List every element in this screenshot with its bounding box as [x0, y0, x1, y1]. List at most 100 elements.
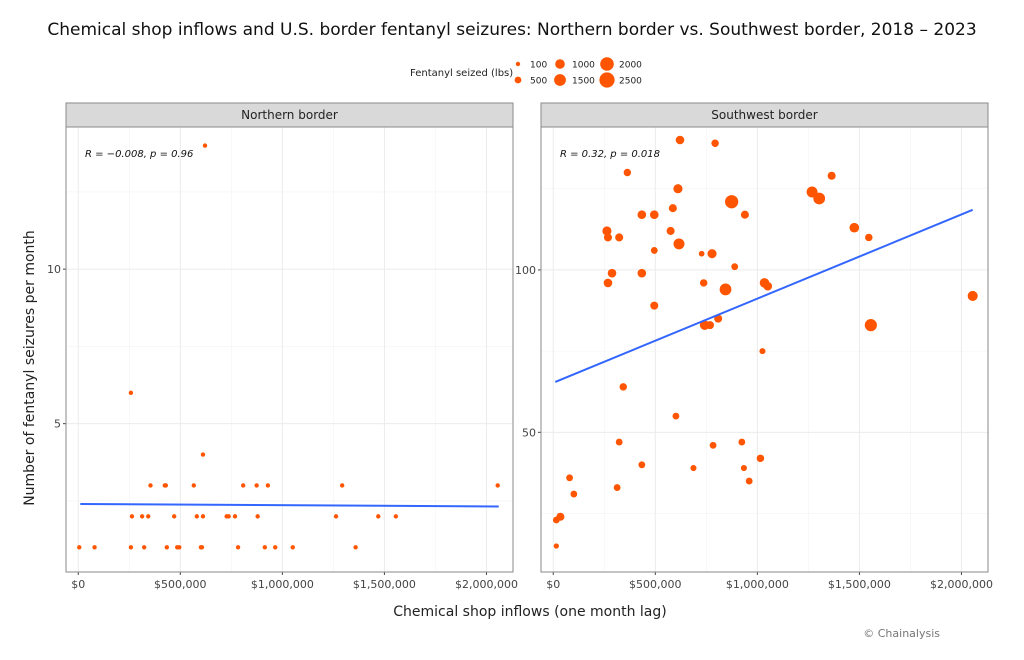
- legend-key-2000: [600, 57, 614, 71]
- southwest-point: [675, 135, 685, 145]
- northern-trend-line: [80, 503, 499, 508]
- northern-point: [254, 483, 259, 488]
- southwest-point: [570, 490, 578, 498]
- legend-keys: 100 500 1000 1500 2000 2500: [514, 57, 642, 88]
- northern-point: [191, 483, 196, 488]
- northern-point: [353, 545, 358, 550]
- northern-x-tick-label: $0: [71, 578, 85, 591]
- southwest-point: [725, 195, 739, 209]
- legend-key-100: [515, 61, 521, 67]
- legend-key-1500: [554, 74, 566, 86]
- y-axis-label: Number of fentanyl seizures per month: [22, 230, 38, 506]
- northern-point: [146, 514, 151, 519]
- southwest-point: [711, 139, 719, 147]
- southwest-point: [603, 233, 612, 242]
- southwest-point: [638, 461, 646, 469]
- southwest-x-tick-label: $2,000,000: [930, 578, 993, 591]
- southwest-point: [738, 438, 746, 446]
- legend-key-2500: [599, 72, 615, 88]
- southwest-trend-line: [554, 208, 974, 383]
- southwest-point: [698, 250, 705, 257]
- southwest-point: [865, 233, 873, 242]
- southwest-point: [705, 321, 715, 330]
- southwest-point: [849, 222, 860, 233]
- legend-title: Fentanyl seized (lbs): [410, 68, 514, 79]
- legend-label-500: 500: [530, 77, 547, 87]
- southwest-point: [649, 210, 659, 219]
- southwest-panel-border: [540, 126, 989, 573]
- northern-point: [177, 545, 182, 550]
- northern-point: [92, 545, 97, 550]
- southwest-x-tick-label: $0: [546, 578, 560, 591]
- chart-title: Chemical shop inflows and U.S. border fe…: [47, 20, 977, 40]
- southwest-point: [607, 268, 617, 278]
- southwest-strip: [540, 102, 989, 128]
- northern-point: [163, 483, 169, 488]
- southwest-point: [650, 247, 658, 254]
- northern-point: [77, 545, 82, 550]
- southwest-point: [740, 210, 749, 219]
- northern-correlation-annotation: R = −0.008, p = 0.96: [85, 149, 193, 160]
- northern-point: [128, 390, 134, 395]
- southwest-x-tick-label: $1,000,000: [726, 578, 789, 591]
- northern-point: [128, 545, 134, 550]
- southwest-point: [668, 204, 677, 213]
- northern-point: [202, 143, 208, 148]
- southwest-x-tick-label: $1,500,000: [828, 578, 891, 591]
- southwest-point: [699, 279, 708, 287]
- southwest-point: [615, 438, 623, 446]
- southwest-point: [553, 543, 559, 549]
- legend-key-500: [514, 76, 522, 84]
- northern-point: [200, 452, 206, 457]
- northern-strip-label: Northern border: [241, 108, 338, 122]
- northern-point: [141, 545, 147, 550]
- northern-point: [129, 514, 135, 519]
- southwest-point: [756, 454, 765, 463]
- northern-point: [200, 514, 206, 519]
- northern-point: [199, 545, 205, 550]
- southwest-point: [690, 465, 697, 472]
- credit-text: © Chainalysis: [863, 627, 940, 640]
- northern-y-tick-label: 5: [54, 418, 61, 431]
- southwest-point: [673, 238, 685, 250]
- northern-point: [495, 483, 500, 488]
- southwest-point: [864, 319, 877, 332]
- northern-strip: [65, 102, 514, 128]
- northern-point: [235, 545, 241, 550]
- northern-point: [148, 483, 153, 488]
- southwest-point: [552, 516, 560, 524]
- southwest-y-tick-label: 50: [522, 426, 536, 439]
- southwest-point: [566, 474, 573, 482]
- northern-point: [139, 514, 145, 519]
- northern-point: [194, 514, 200, 519]
- northern-point: [240, 483, 246, 488]
- x-axis-label: Chemical shop inflows (one month lag): [393, 604, 667, 620]
- southwest-point: [637, 210, 647, 219]
- southwest-point: [650, 301, 659, 310]
- northern-x-tick-label: $1,000,000: [251, 578, 314, 591]
- northern-panel-bg: [66, 127, 513, 572]
- northern-point: [265, 483, 271, 488]
- southwest-point: [763, 281, 773, 291]
- northern-point: [232, 514, 238, 519]
- southwest-point: [672, 412, 680, 420]
- northern-panel-border: [65, 126, 514, 573]
- northern-x-tick-label: $1,500,000: [353, 578, 416, 591]
- legend-label-2000: 2000: [619, 61, 642, 71]
- southwest-point: [637, 268, 647, 278]
- southwest-point: [619, 383, 627, 391]
- southwest-point: [673, 184, 683, 194]
- southwest-point: [719, 283, 732, 296]
- southwest-y-tick-label: 100: [515, 264, 536, 277]
- southwest-point: [759, 348, 766, 355]
- legend-label-1500: 1500: [572, 77, 595, 87]
- southwest-point: [603, 278, 613, 288]
- southwest-strip-label: Southwest border: [711, 108, 818, 122]
- southwest-point: [615, 233, 624, 242]
- northern-point: [171, 514, 177, 519]
- southwest-point: [707, 249, 717, 259]
- southwest-point: [967, 290, 978, 301]
- legend-label-1000: 1000: [572, 61, 595, 71]
- southwest-point: [745, 477, 753, 485]
